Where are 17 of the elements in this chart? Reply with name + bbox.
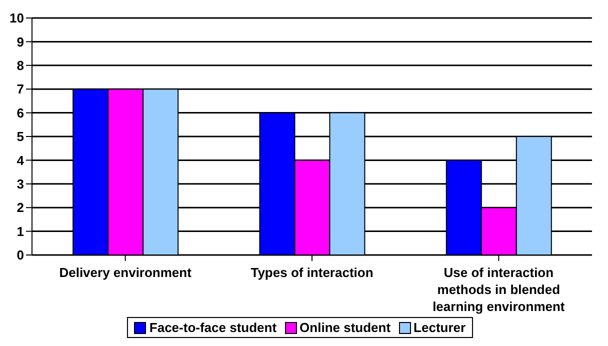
y-tick-label: 9 (16, 34, 24, 50)
legend-label: Lecturer (412, 320, 466, 335)
legend-label: Face-to-face student (148, 320, 277, 335)
y-tick-label: 1 (16, 224, 24, 239)
y-tick-label: 8 (16, 58, 24, 74)
x-tick-label: Delivery environment (59, 265, 192, 280)
y-tick-label: 5 (16, 129, 24, 144)
y-tick-label: 4 (16, 152, 25, 168)
y-tick-label: 6 (16, 105, 24, 120)
y-tick-label: 3 (16, 176, 24, 192)
y-tick-label: 2 (16, 200, 24, 216)
x-tick-label: Types of interaction (250, 265, 374, 280)
y-tick-label: 7 (16, 82, 24, 97)
legend-label: Online student (298, 320, 391, 335)
y-tick-label: 10 (10, 10, 24, 26)
y-tick-label: 0 (16, 248, 24, 263)
x-tick-label: Use of interaction methods in blended learning environment (432, 265, 566, 314)
